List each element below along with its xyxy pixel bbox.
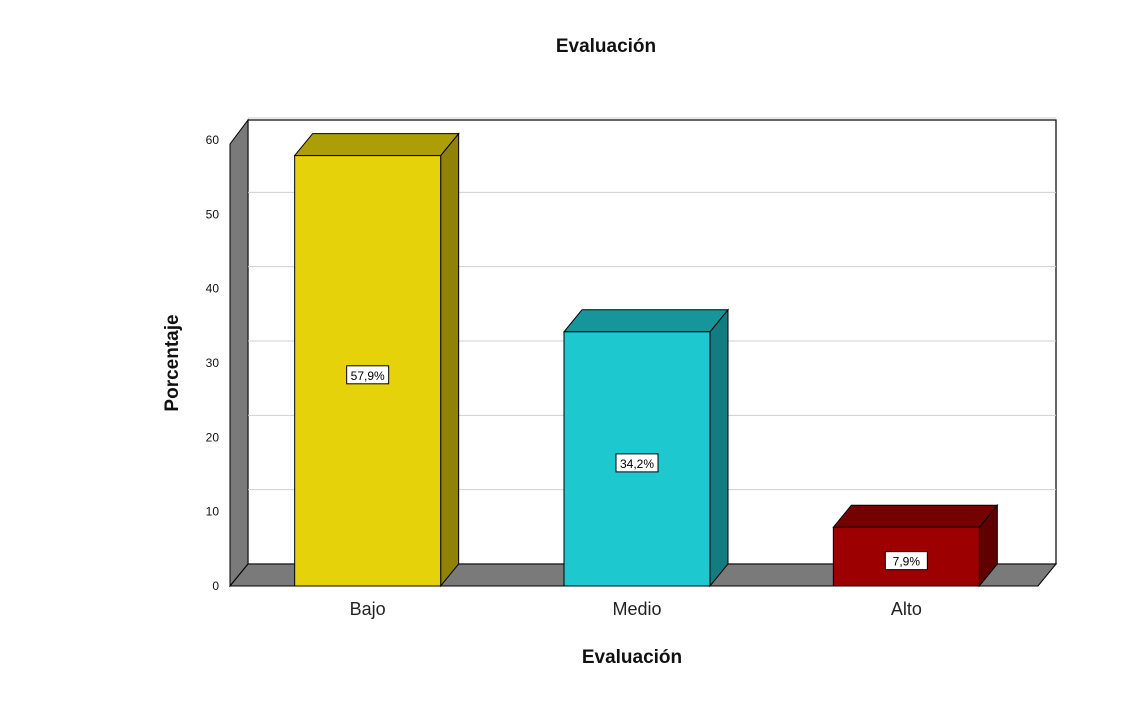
y-tick-labels: 0 10 20 30 40 50 60 [206, 133, 220, 593]
data-label: 57,9% [346, 365, 390, 385]
x-tick-label: Medio [612, 599, 661, 619]
bar-medio [562, 308, 730, 588]
bar-top [832, 504, 999, 528]
bar-side [709, 308, 729, 588]
x-tick-label: Alto [891, 599, 922, 619]
y-tick-label: 60 [206, 133, 220, 147]
y-tick-label: 40 [206, 282, 220, 296]
x-tick-label: Bajo [350, 599, 386, 619]
bar-top [562, 309, 730, 333]
data-label: 7,9% [884, 551, 928, 571]
x-axis-title: Evaluación [582, 647, 682, 668]
y-tick-label: 30 [206, 356, 220, 370]
data-label-text: 34,2% [620, 457, 654, 471]
chart-title: Evaluación [556, 36, 656, 57]
y-tick-label: 20 [206, 430, 220, 444]
bar-top [293, 133, 460, 157]
bars [293, 132, 999, 588]
y-tick-label: 10 [206, 505, 220, 519]
y-axis-title: Porcentaje [162, 314, 183, 411]
data-label: 34,2% [615, 453, 659, 473]
x-tick-labels: Bajo Medio Alto [350, 599, 922, 619]
bar-side [440, 132, 460, 588]
bar-alto [832, 503, 999, 588]
data-label-box [884, 551, 928, 571]
data-label-box [615, 453, 659, 473]
data-label-box [346, 365, 390, 385]
y-tick-label: 50 [206, 207, 220, 221]
y-tick-label: 0 [212, 579, 219, 593]
data-labels: 57,9% 34,2% 7,9% [346, 365, 928, 571]
data-label-text: 57,9% [351, 369, 385, 383]
side-wall [229, 118, 249, 588]
bar-bajo [293, 132, 460, 588]
data-label-text: 7,9% [893, 555, 921, 569]
